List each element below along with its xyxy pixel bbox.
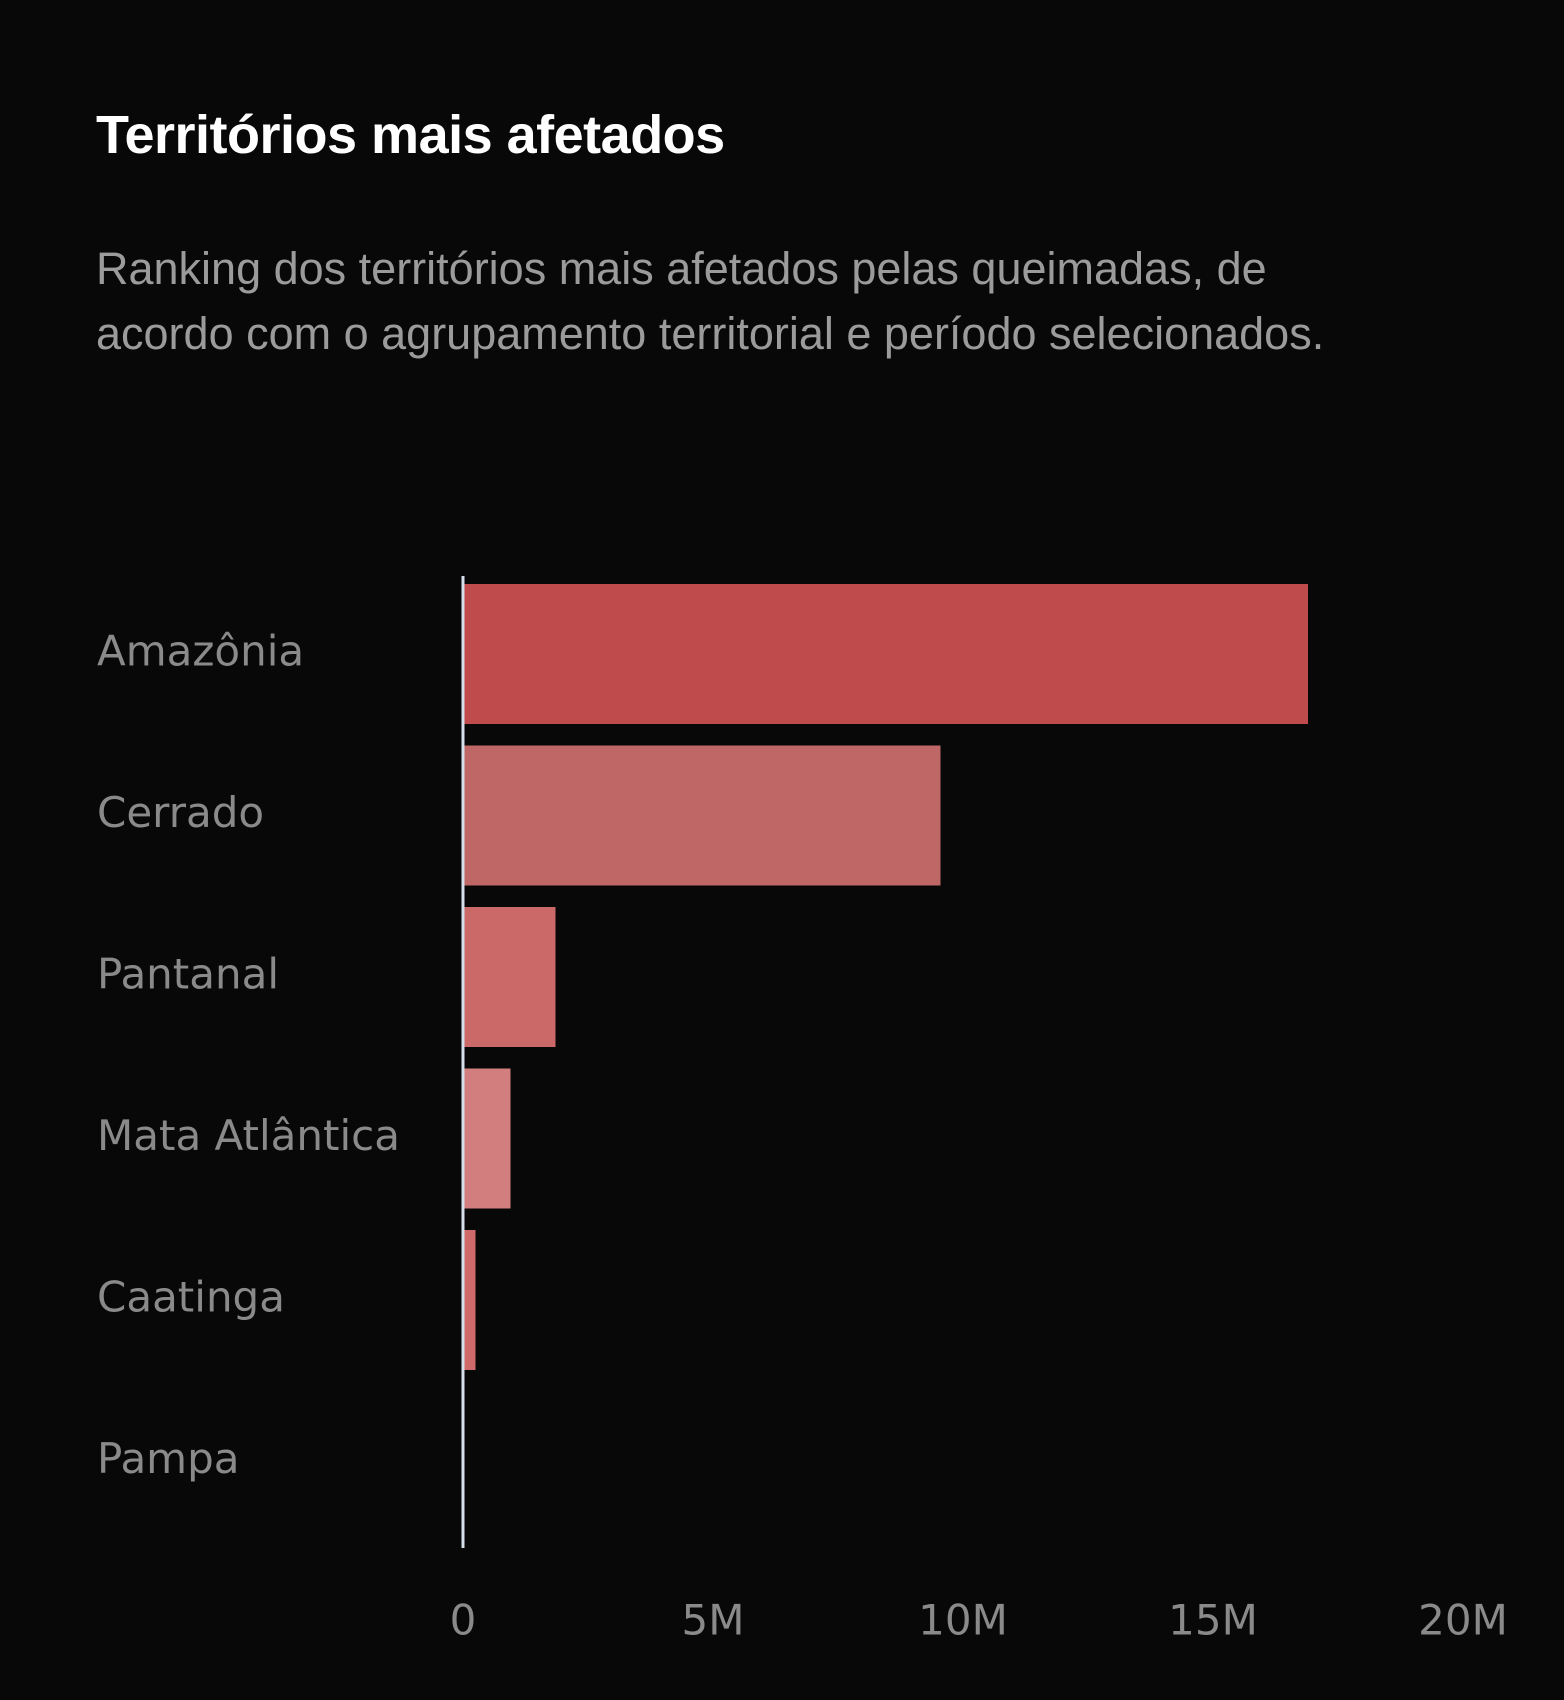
x-tick-label: 20M xyxy=(1418,1596,1508,1645)
bar-cerrado[interactable] xyxy=(463,745,941,886)
category-label-amazonia: Amazônia xyxy=(97,627,304,676)
chart-subtitle: Ranking dos territórios mais afetados pe… xyxy=(96,243,1325,359)
bar-pantanal[interactable] xyxy=(463,907,556,1047)
bar-caatinga[interactable] xyxy=(463,1230,476,1370)
category-label-pampa: Pampa xyxy=(97,1434,240,1483)
bar-mata-atlantica[interactable] xyxy=(463,1068,511,1209)
x-axis-tick-labels: 0 5M 10M 15M 20M xyxy=(450,1596,1508,1645)
category-label-pantanal: Pantanal xyxy=(97,950,279,999)
x-tick-label: 10M xyxy=(918,1596,1008,1645)
x-tick-label: 0 xyxy=(450,1596,477,1645)
bar-amazonia[interactable] xyxy=(463,584,1308,724)
chart-title: Territórios mais afetados xyxy=(96,105,725,165)
bars-group xyxy=(463,584,1308,1370)
category-label-mata-atlantica: Mata Atlântica xyxy=(97,1111,400,1160)
category-label-cerrado: Cerrado xyxy=(97,788,264,837)
category-labels: Amazônia Cerrado Pantanal Mata Atlântica Caa… xyxy=(97,627,400,1484)
x-tick-label: 5M xyxy=(682,1596,745,1645)
x-tick-label: 15M xyxy=(1168,1596,1258,1645)
category-label-caatinga: Caatinga xyxy=(97,1273,285,1322)
